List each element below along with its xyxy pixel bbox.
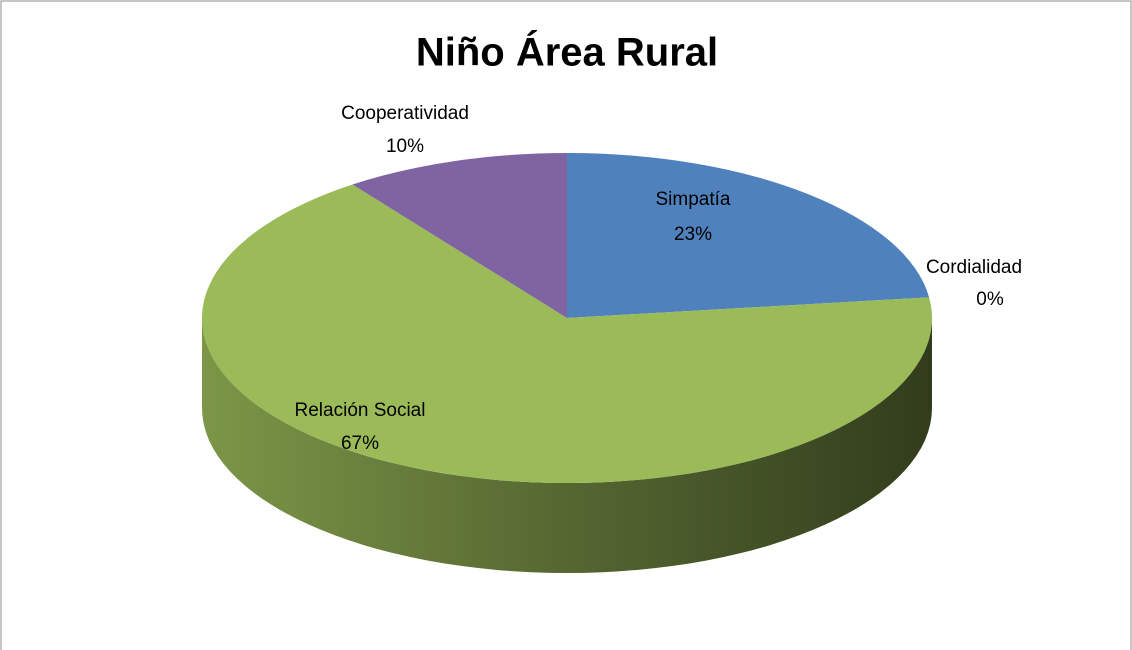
data-label-name: Relación Social bbox=[295, 400, 426, 421]
pie-slice bbox=[352, 153, 567, 318]
chart-title: Niño Área Rural bbox=[416, 30, 718, 75]
data-label-name: Cooperatividad bbox=[341, 103, 469, 124]
data-label-value: 67% bbox=[341, 433, 379, 454]
data-label-value: 0% bbox=[976, 289, 1004, 310]
data-label-name: Cordialidad bbox=[926, 257, 1022, 278]
pie-slice bbox=[201, 184, 933, 483]
pie-slice bbox=[567, 153, 930, 318]
data-label-value: 23% bbox=[674, 224, 712, 245]
data-label-value: 10% bbox=[386, 136, 424, 157]
data-label-name: Simpatía bbox=[656, 189, 731, 210]
slice-side bbox=[202, 318, 932, 573]
